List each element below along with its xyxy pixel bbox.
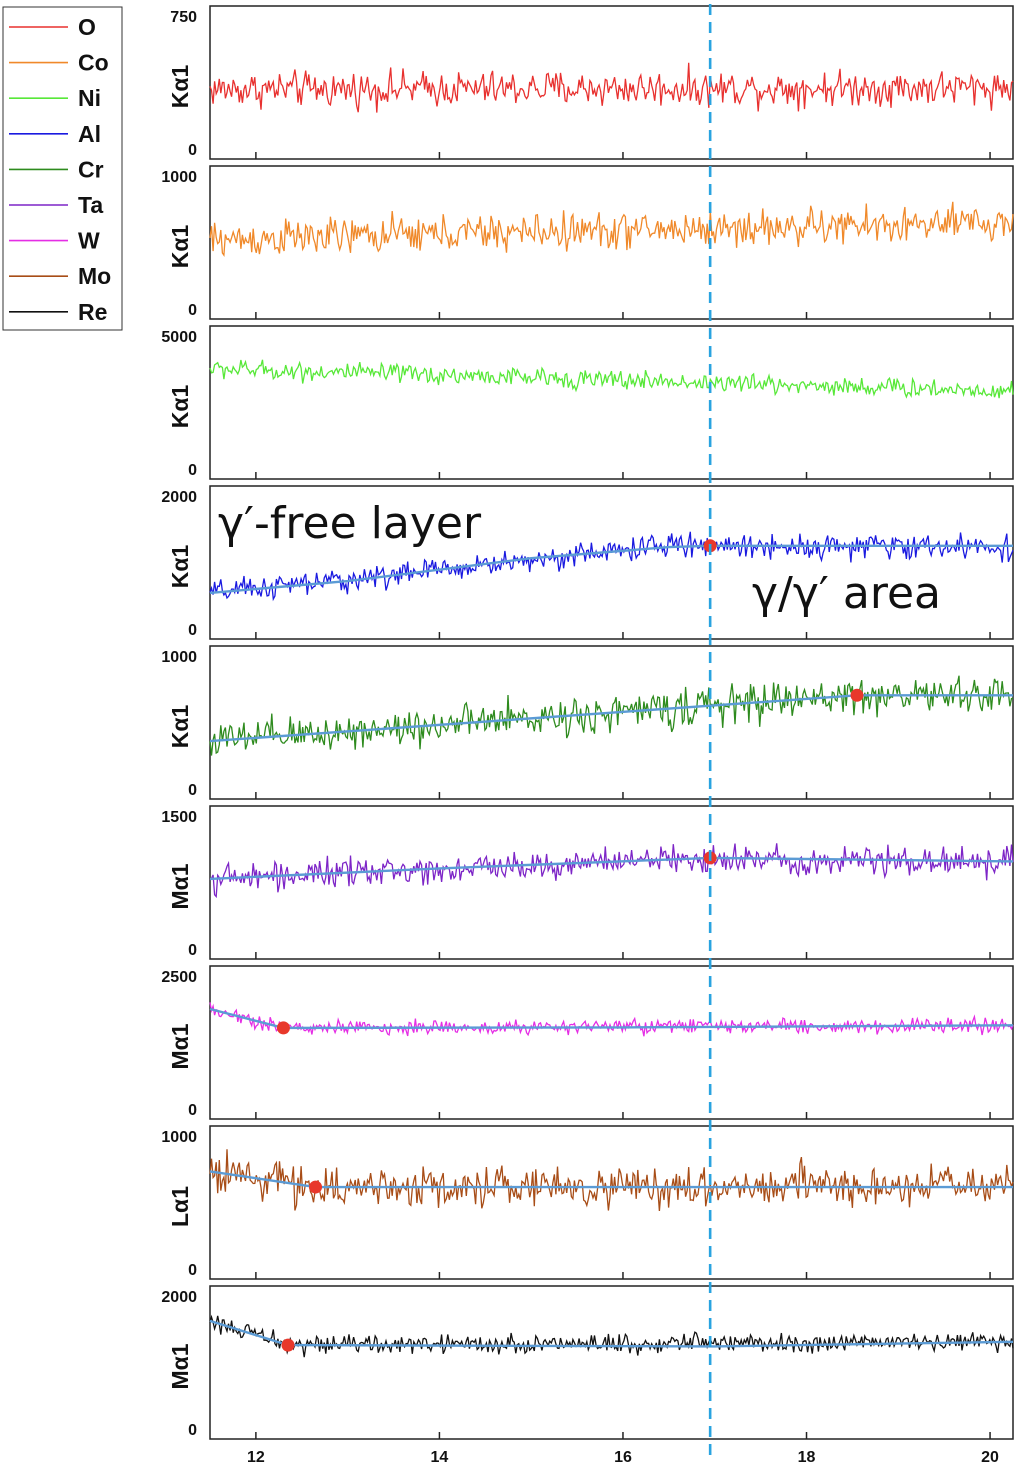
y-axis-label: Lα1 xyxy=(167,1186,193,1227)
trend-line xyxy=(209,544,1013,595)
trend-line xyxy=(209,856,1014,881)
y-tick-max-label: 2000 xyxy=(161,1289,197,1306)
transition-point xyxy=(281,1338,295,1352)
trend-line xyxy=(209,1319,1014,1348)
y-tick-max-label: 2500 xyxy=(161,969,197,986)
y-tick-min-label: 0 xyxy=(188,142,197,159)
y-axis-label: Kα1 xyxy=(167,545,193,589)
y-axis-label: Kα1 xyxy=(167,225,193,269)
y-tick-max-label: 1000 xyxy=(161,649,197,666)
y-axis-label: Mα1 xyxy=(167,1023,193,1069)
x-tick-label: 12 xyxy=(247,1449,265,1466)
panel-frame xyxy=(209,325,1014,480)
y-tick-max-label: 1000 xyxy=(161,169,197,186)
legend-label-ta: Ta xyxy=(78,192,103,218)
transition-point xyxy=(276,1021,290,1035)
y-tick-min-label: 0 xyxy=(188,1262,197,1279)
y-tick-max-label: 5000 xyxy=(161,329,197,346)
panel-frame xyxy=(209,165,1014,320)
y-tick-min-label: 0 xyxy=(188,302,197,319)
y-tick-min-label: 0 xyxy=(188,942,197,959)
x-tick-label: 20 xyxy=(981,1449,999,1466)
y-tick-max-label: 2000 xyxy=(161,489,197,506)
series-line-mo xyxy=(209,1149,1014,1212)
legend-label-o: O xyxy=(78,14,96,40)
series-line-co xyxy=(209,201,1014,257)
panel-w: 2500 0 Mα1 xyxy=(161,965,1014,1120)
trend-line xyxy=(209,1007,1014,1030)
y-axis-label: Kα1 xyxy=(167,705,193,749)
series-line-ta xyxy=(209,843,1014,899)
panel-al: 2000 0 Kα1 xyxy=(161,485,1014,640)
y-tick-max-label: 1000 xyxy=(161,1129,197,1146)
y-tick-max-label: 750 xyxy=(170,9,197,26)
y-tick-min-label: 0 xyxy=(188,622,197,639)
y-axis-label: Kα1 xyxy=(167,385,193,429)
panel-co: 1000 0 Kα1 xyxy=(161,165,1014,320)
legend: O Co Ni Al Cr Ta W Mo Re xyxy=(2,6,123,331)
y-tick-max-label: 1500 xyxy=(161,809,197,826)
legend-label-w: W xyxy=(78,228,100,254)
overlay: γ′-free layer γ/γ′ area xyxy=(218,4,941,1462)
legend-label-co: Co xyxy=(78,50,109,76)
panel-ta: 1500 0 Mα1 xyxy=(161,805,1014,960)
panel-mo: 1000 0 Lα1 xyxy=(161,1125,1014,1280)
panel-frame xyxy=(209,805,1014,960)
x-tick-label: 18 xyxy=(798,1449,816,1466)
panel-ni: 5000 0 Kα1 xyxy=(161,325,1014,480)
transition-point xyxy=(309,1180,323,1194)
y-tick-min-label: 0 xyxy=(188,1102,197,1119)
y-axis-label: Mα1 xyxy=(167,1343,193,1389)
y-tick-min-label: 0 xyxy=(188,1422,197,1439)
panel-frame xyxy=(209,485,1014,640)
x-tick-label: 16 xyxy=(614,1449,632,1466)
y-axis-label: Kα1 xyxy=(167,65,193,109)
y-tick-min-label: 0 xyxy=(188,782,197,799)
panel-frame xyxy=(209,1285,1014,1440)
panel-cr: 1000 0 Kα1 xyxy=(161,645,1014,800)
legend-label-mo: Mo xyxy=(78,263,111,289)
y-tick-min-label: 0 xyxy=(188,462,197,479)
y-axis-label: Mα1 xyxy=(167,863,193,909)
chart-panels: 7500Kα110000Kα150000Kα120000Kα110000Kα11… xyxy=(161,5,1014,1440)
panel-frame xyxy=(209,1125,1014,1280)
legend-label-cr: Cr xyxy=(78,156,104,182)
legend-label-re: Re xyxy=(78,299,107,325)
legend-label-al: Al xyxy=(78,121,101,147)
series-line-o xyxy=(209,62,1014,113)
transition-point xyxy=(850,688,864,702)
annotation-gamma-prime-free-layer: γ′-free layer xyxy=(218,498,482,549)
x-tick-label: 14 xyxy=(431,1449,449,1466)
annotation-gamma-area: γ/γ′ area xyxy=(752,568,941,619)
panel-frame xyxy=(209,965,1014,1120)
legend-label-ni: Ni xyxy=(78,85,101,111)
series-line-ni xyxy=(209,359,1014,399)
panel-o: 750 0 Kα1 xyxy=(167,5,1014,160)
panel-re: 2000 0 Mα1 xyxy=(161,1285,1014,1440)
x-axis: 12 14 16 18 20 xyxy=(247,1449,999,1466)
